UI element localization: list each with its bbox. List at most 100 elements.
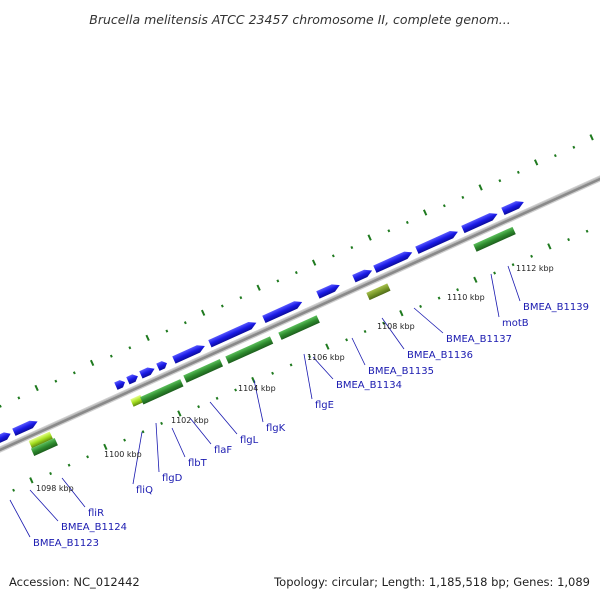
gc-mark [200,309,206,316]
gene-label: flgK [266,423,286,434]
gc-skew-mark [86,455,90,459]
gene-label: BMEA_B1135 [368,366,434,377]
gc-skew-mark [363,329,367,334]
gc-skew-mark [345,338,349,342]
kbp-tick-label: 1102 kbp [171,416,209,425]
gc-mark [220,304,224,308]
gc-skew-mark [29,477,34,484]
gene-label: BMEA_B1123 [33,538,99,549]
gene-label: flbT [188,458,208,469]
gene-label-leader [132,431,143,485]
gc-skew-mark [12,488,16,492]
gene-label-leader [9,499,31,538]
gc-mark [422,209,428,216]
gene-feature [0,432,11,444]
kbp-tick-label: 1104 kbp [238,384,276,393]
gc-mark [405,220,409,225]
gc-mark [183,321,187,325]
gc-skew-mark [567,238,571,242]
gene-feature [373,251,413,273]
gc-mark [0,404,2,408]
gc-content-outer-track [0,134,594,408]
kbp-tick-label: 1106 kbp [307,353,345,362]
gene-feature [130,394,144,407]
gene-feature [208,321,257,348]
gc-mark [89,359,95,367]
gc-mark [367,234,372,241]
gc-mark [17,396,21,400]
gene-feature [156,361,167,371]
gene-feature [126,374,138,385]
gc-skew-inner-track [12,229,589,492]
gene-feature [316,284,340,299]
gene-feature [30,437,58,456]
gene-label: fliR [88,508,104,519]
gc-mark [294,271,298,275]
gc-mark [442,204,446,208]
gene-label-leader [413,307,444,334]
gene-feature [183,359,224,383]
gc-mark [350,245,354,250]
gc-skew-mark [123,438,127,442]
gene-label-leader [303,353,313,400]
gene-label: BMEA_B1136 [407,350,473,361]
gc-skew-mark [177,410,182,417]
gc-skew-mark [547,243,552,250]
gc-mark [331,254,335,258]
gene-label: motB [502,318,529,329]
gc-mark [533,159,539,166]
gene-label: BMEA_B1124 [61,522,127,533]
kbp-tick-label: 1108 kbp [377,322,415,331]
gene-label-leader [351,337,366,366]
gc-skew-mark [271,371,275,375]
gene-label-leader [61,477,86,508]
gc-skew-mark [473,276,478,283]
gc-mark [72,371,76,375]
gc-skew-mark [325,343,330,350]
gene-feature [366,283,391,301]
gene-label: fliQ [136,485,153,496]
kbp-tick-label: 1098 kbp [36,484,74,493]
gc-mark [145,334,150,341]
gc-mark [311,259,317,266]
gc-skew-mark [530,254,534,258]
gene-feature [501,201,524,216]
gene-label-leader [171,427,186,458]
gene-label: BMEA_B1134 [336,380,402,391]
gene-label: flaF [214,445,232,456]
gc-mark [54,379,58,383]
gc-mark [461,195,465,199]
gene-label-leader [253,379,264,423]
gene-feature [225,336,274,364]
gc-mark [34,384,39,392]
gc-skew-mark [49,471,53,476]
gc-skew-mark [289,363,293,367]
kbp-tick-label: 1110 kbp [447,293,485,302]
gene-label-leader [209,401,238,435]
gc-skew-mark [382,321,386,325]
gene-label: flgL [240,435,259,446]
gene-feature [262,301,303,323]
gc-mark [553,154,557,158]
gene-feature [172,345,205,364]
gc-skew-mark [456,288,460,292]
gc-mark [478,184,483,191]
gc-skew-mark [419,304,423,308]
gene-label-leader [189,417,212,445]
gc-mark [498,179,502,183]
gc-mark [128,346,132,350]
gc-skew-mark [141,430,145,434]
gc-skew-mark [197,405,201,409]
map-title: Brucella melitensis ATCC 23457 chromosom… [89,12,510,27]
gc-mark [572,145,576,149]
gene-label-leader [29,489,59,522]
gene-label-leader [490,273,500,318]
gc-mark [165,329,169,333]
gc-skew-mark [160,421,164,425]
gc-skew-mark [511,263,515,267]
gc-mark [239,296,243,300]
gene-label: BMEA_B1139 [523,302,589,313]
topology-summary: Topology: circular; Length: 1,185,518 bp… [274,575,590,589]
gc-mark [276,279,280,283]
